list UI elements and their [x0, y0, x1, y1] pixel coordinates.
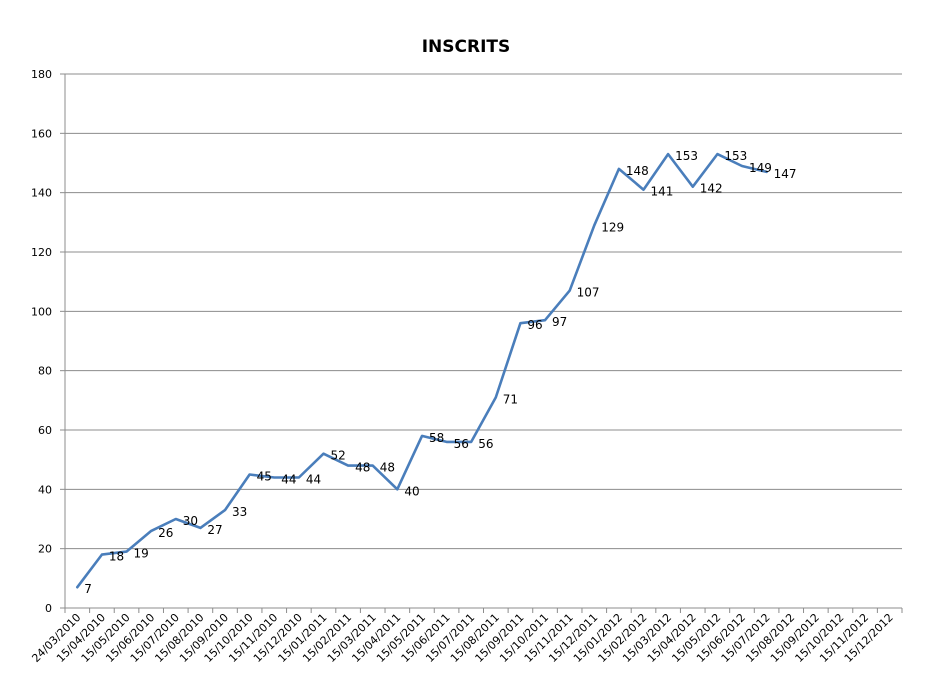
data-label: 58	[429, 431, 444, 445]
data-label: 147	[774, 167, 797, 181]
data-label: 56	[454, 437, 469, 451]
gridlines	[65, 73, 902, 550]
y-tick-label: 0	[45, 602, 52, 615]
data-label: 141	[651, 185, 674, 199]
y-axis-tick-labels: 0 20 40 60 80 100 120 140 160 180	[31, 68, 52, 615]
data-label: 71	[503, 392, 518, 406]
data-label: 96	[527, 318, 542, 332]
data-label: 148	[626, 164, 649, 178]
data-label: 107	[577, 286, 600, 300]
y-tick-label: 60	[38, 424, 52, 437]
data-label: 56	[478, 437, 493, 451]
data-label: 48	[380, 461, 395, 475]
data-labels: 7 18 19 26 30 27 33 45 44 44 52 48 48 40 58 56 56 71 96 97 1…	[84, 149, 796, 596]
data-label: 33	[232, 505, 247, 519]
data-label: 30	[183, 514, 198, 528]
data-label: 26	[158, 526, 173, 540]
data-label: 97	[552, 315, 567, 329]
series-line	[76, 152, 768, 589]
series-lines	[76, 152, 768, 589]
data-label: 18	[109, 550, 124, 564]
y-tick-label: 120	[31, 246, 52, 259]
axes	[60, 73, 903, 613]
y-tick-label: 80	[38, 365, 52, 378]
chart-title: INSCRITS	[422, 37, 511, 57]
data-label: 142	[700, 182, 723, 196]
data-label: 153	[675, 149, 698, 163]
y-tick-label: 100	[31, 305, 52, 318]
y-tick-label: 140	[31, 187, 52, 200]
data-label: 44	[306, 472, 321, 486]
y-tick-label: 40	[38, 483, 52, 496]
data-label: 7	[84, 582, 92, 596]
data-label: 52	[330, 449, 345, 463]
x-axis-tick-labels: 24/03/201015/04/201015/05/201015/06/2010…	[29, 611, 895, 665]
data-label: 48	[355, 461, 370, 475]
data-label: 44	[281, 472, 296, 486]
y-tick-label: 160	[31, 127, 52, 140]
data-label: 19	[134, 547, 149, 561]
data-label: 153	[724, 149, 747, 163]
data-label: 40	[404, 484, 419, 498]
data-label: 45	[257, 470, 272, 484]
data-label: 149	[749, 161, 772, 175]
data-label: 27	[207, 523, 222, 537]
y-tick-label: 180	[31, 68, 52, 81]
y-tick-label: 20	[38, 543, 52, 556]
data-label: 129	[601, 220, 624, 234]
